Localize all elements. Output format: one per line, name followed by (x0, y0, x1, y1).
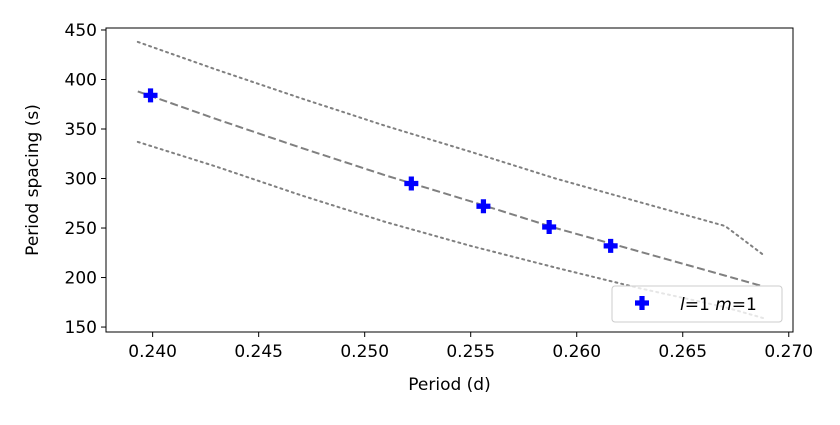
legend-marker-icon (635, 296, 649, 310)
bound-line-1 (136, 40, 765, 256)
legend-box (611, 285, 783, 323)
data-point-0-4 (603, 238, 618, 253)
best-fit-line-0 (137, 90, 764, 288)
y-tick-label: 400 (65, 70, 97, 90)
legend-label: l=1 m=1 (680, 295, 757, 315)
x-tick-label: 0.245 (234, 342, 283, 362)
data-point-0-0 (143, 88, 158, 103)
x-tick-label: 0.260 (552, 342, 601, 362)
x-axis-label: Period (d) (408, 375, 490, 395)
data-point-0-3 (542, 220, 557, 235)
y-tick-label: 300 (65, 170, 97, 190)
x-tick-label: 0.265 (658, 342, 707, 362)
y-tick-label: 150 (65, 318, 97, 338)
x-tick-label: 0.270 (764, 342, 813, 362)
y-tick-label: 250 (65, 219, 97, 239)
y-tick-label: 200 (65, 269, 97, 289)
y-axis-label: Period spacing (s) (23, 104, 43, 256)
x-tick-label: 0.240 (128, 342, 177, 362)
data-points (143, 88, 618, 253)
legend: l=1 m=1 (611, 285, 783, 323)
x-tick-label: 0.250 (340, 342, 389, 362)
x-axis-ticks: 0.240 0.245 0.250 0.255 0.260 0.265 0.270 (128, 332, 813, 362)
y-tick-label: 350 (65, 120, 97, 140)
y-tick-label: 450 (65, 21, 97, 41)
x-tick-label: 0.255 (446, 342, 495, 362)
data-point-0-2 (476, 199, 491, 214)
plot-area (106, 28, 793, 332)
data-point-0-1 (404, 176, 419, 191)
plot-frame (105, 27, 794, 333)
y-axis-ticks: 150 200 250 300 350 400 450 (65, 21, 106, 338)
